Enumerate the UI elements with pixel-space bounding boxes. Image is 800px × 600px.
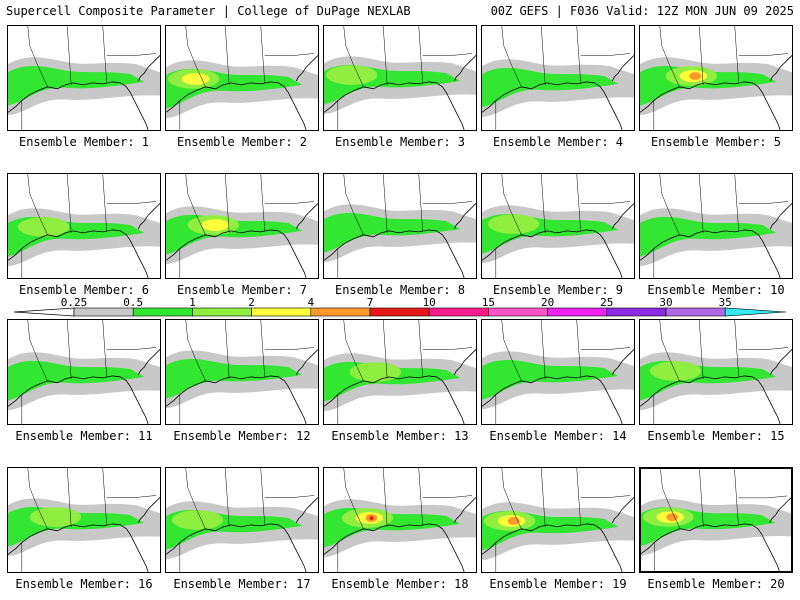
ensemble-member-label-7: Ensemble Member: 7 — [176, 283, 308, 297]
ensemble-map-9 — [482, 174, 634, 278]
colorbar-tick-6: 10 — [423, 296, 436, 309]
ensemble-map-4 — [482, 26, 634, 130]
ensemble-member-label-2: Ensemble Member: 2 — [176, 135, 308, 149]
ensemble-map-12 — [166, 320, 318, 424]
ensemble-panel-19[interactable] — [481, 467, 635, 573]
ensemble-map-2 — [166, 26, 318, 130]
ensemble-panel-18[interactable] — [323, 467, 477, 573]
ensemble-panel-12[interactable] — [165, 319, 319, 425]
ensemble-member-label-6: Ensemble Member: 6 — [18, 283, 150, 297]
product-title: Supercell Composite Parameter | College … — [6, 4, 411, 18]
colorbar-tick-2: 1 — [189, 296, 196, 309]
colorbar-bin-4 — [310, 307, 371, 317]
ensemble-map-13 — [324, 320, 476, 424]
colorbar-tick-1: 0.5 — [123, 296, 143, 309]
ensemble-map-3 — [324, 26, 476, 130]
ensemble-panel-20[interactable] — [639, 467, 793, 573]
ensemble-map-6 — [8, 174, 160, 278]
ensemble-map-15 — [640, 320, 792, 424]
ensemble-panel-15[interactable] — [639, 319, 793, 425]
colorbar-tick-3: 2 — [248, 296, 255, 309]
ensemble-member-label-19: Ensemble Member: 19 — [489, 577, 627, 591]
ensemble-member-label-3: Ensemble Member: 3 — [334, 135, 466, 149]
ensemble-member-label-1: Ensemble Member: 1 — [18, 135, 150, 149]
ensemble-panel-8[interactable] — [323, 173, 477, 279]
colorbar-left-arrow — [13, 307, 75, 317]
ensemble-panel-11[interactable] — [7, 319, 161, 425]
colorbar-bin-9 — [606, 307, 667, 317]
colorbar-tick-10: 30 — [659, 296, 672, 309]
ensemble-member-label-20: Ensemble Member: 20 — [647, 577, 785, 591]
ensemble-panel-6[interactable] — [7, 173, 161, 279]
colorbar-tick-11: 35 — [719, 296, 732, 309]
colorbar-tick-9: 25 — [600, 296, 613, 309]
ensemble-panel-2[interactable] — [165, 25, 319, 131]
model-valid-time: 00Z GEFS | F036 Valid: 12Z MON JUN 09 20… — [490, 4, 794, 18]
ensemble-map-7 — [166, 174, 318, 278]
ensemble-member-label-4: Ensemble Member: 4 — [492, 135, 624, 149]
colorbar-bin-8 — [547, 307, 608, 317]
ensemble-member-label-8: Ensemble Member: 8 — [334, 283, 466, 297]
ensemble-member-label-15: Ensemble Member: 15 — [647, 429, 785, 443]
ensemble-panel-10[interactable] — [639, 173, 793, 279]
ensemble-panel-9[interactable] — [481, 173, 635, 279]
ensemble-member-label-12: Ensemble Member: 12 — [173, 429, 311, 443]
colorbar-bin-2 — [192, 307, 252, 317]
colorbar-tick-7: 15 — [482, 296, 495, 309]
ensemble-panel-1[interactable] — [7, 25, 161, 131]
ensemble-member-label-13: Ensemble Member: 13 — [331, 429, 469, 443]
ensemble-panel-13[interactable] — [323, 319, 477, 425]
ensemble-panel-7[interactable] — [165, 173, 319, 279]
ensemble-map-17 — [166, 468, 318, 572]
colorbar-bin-7 — [488, 307, 548, 317]
ensemble-member-label-16: Ensemble Member: 16 — [15, 577, 153, 591]
ensemble-map-19 — [482, 468, 634, 572]
colorbar-bin-3 — [251, 307, 312, 317]
ensemble-panel-14[interactable] — [481, 319, 635, 425]
ensemble-map-5 — [640, 26, 792, 130]
colorbar-tick-4: 4 — [307, 296, 314, 309]
ensemble-member-label-14: Ensemble Member: 14 — [489, 429, 627, 443]
ensemble-panel-5[interactable] — [639, 25, 793, 131]
ensemble-panel-17[interactable] — [165, 467, 319, 573]
ensemble-member-label-10: Ensemble Member: 10 — [647, 283, 785, 297]
ensemble-map-10 — [640, 174, 792, 278]
ensemble-map-20 — [641, 469, 791, 571]
colorbar-bin-10 — [665, 307, 726, 317]
ensemble-map-8 — [324, 174, 476, 278]
ensemble-panel-3[interactable] — [323, 25, 477, 131]
ensemble-panel-16[interactable] — [7, 467, 161, 573]
colorbar-bin-5 — [369, 307, 430, 317]
colorbar-bin-1 — [132, 307, 193, 317]
ensemble-map-14 — [482, 320, 634, 424]
ensemble-panel-4[interactable] — [481, 25, 635, 131]
colorbar-bin-6 — [428, 307, 489, 317]
ensemble-map-11 — [8, 320, 160, 424]
colorbar-tick-0: 0.25 — [61, 296, 88, 309]
colorbar-tick-5: 7 — [367, 296, 374, 309]
ensemble-map-1 — [8, 26, 160, 130]
ensemble-member-label-18: Ensemble Member: 18 — [331, 577, 469, 591]
colorbar-legend: 0.25 0.5 1 2 4 7 10 15 20 25 30 35 — [13, 296, 787, 317]
colorbar-bin-0 — [73, 307, 134, 317]
ensemble-member-label-11: Ensemble Member: 11 — [15, 429, 153, 443]
colorbar-tick-8: 20 — [541, 296, 554, 309]
colorbar-bin-11 — [724, 307, 787, 317]
ensemble-member-label-17: Ensemble Member: 17 — [173, 577, 311, 591]
ensemble-member-label-9: Ensemble Member: 9 — [492, 283, 624, 297]
ensemble-member-label-5: Ensemble Member: 5 — [650, 135, 782, 149]
ensemble-map-16 — [8, 468, 160, 572]
ensemble-map-18 — [324, 468, 476, 572]
